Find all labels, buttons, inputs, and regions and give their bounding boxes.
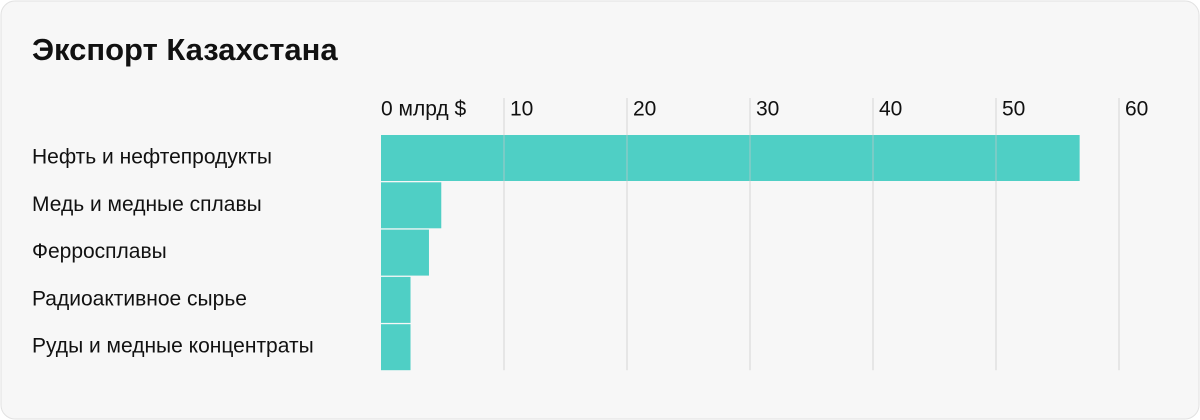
x-tick-label: 60 [1125, 98, 1148, 121]
x-tick-label: 40 [879, 98, 902, 121]
bar [381, 182, 442, 229]
category-label: Радиоактивное сырье [32, 287, 247, 310]
x-tick-label: 10 [510, 98, 533, 121]
x-tick-label: 50 [1002, 98, 1025, 121]
bar [381, 324, 411, 371]
category-label: Ферросплавы [32, 240, 167, 263]
bar [381, 135, 1080, 181]
bar [381, 276, 411, 323]
chart-title: Экспорт Казахстана [32, 32, 338, 67]
category-label: Медь и медные сплавы [32, 193, 262, 216]
x-tick-label: 30 [756, 98, 779, 121]
x-tick-label: 0 млрд $ [381, 98, 466, 121]
category-label: Нефть и нефтепродукты [32, 146, 272, 169]
x-tick-label: 20 [633, 98, 656, 121]
category-label: Руды и медные концентраты [32, 335, 314, 358]
bar [381, 229, 429, 276]
